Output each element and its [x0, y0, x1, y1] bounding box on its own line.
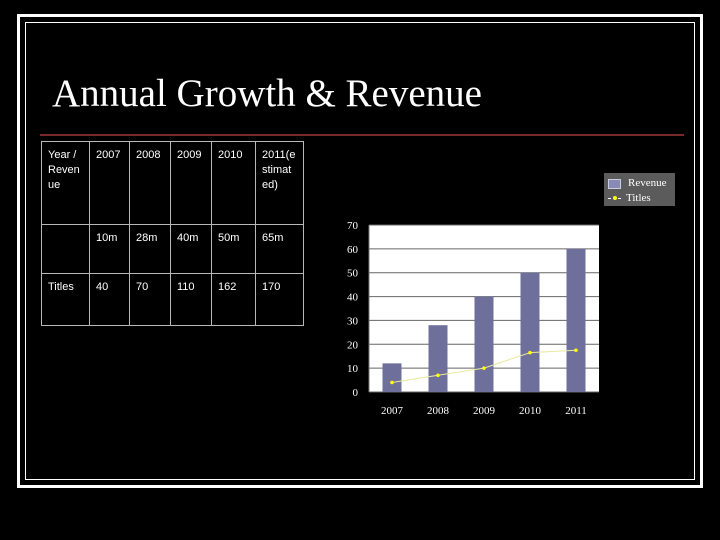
table-cell: 65m	[255, 224, 304, 274]
x-tick-label: 2010	[519, 405, 542, 417]
slide-inner-frame	[25, 22, 695, 480]
titles-point	[528, 350, 532, 355]
table-cell: 170	[255, 273, 304, 326]
table-cell: 2010	[211, 141, 256, 225]
table-cell: 162	[211, 273, 256, 326]
table-cell: Year /Revenue	[41, 141, 90, 225]
slide-outer-frame	[17, 14, 703, 488]
table-cell: 110	[170, 273, 212, 326]
table-cell: 40m	[170, 224, 212, 274]
titles-point	[482, 366, 486, 370]
y-tick-label: 40	[347, 292, 359, 304]
y-tick-label: 10	[347, 363, 359, 375]
data-table: Year /Revenue 2007 2008 2009 2010 2011(e…	[41, 141, 304, 326]
titles-point	[390, 380, 394, 385]
table-cell: 2009	[170, 141, 212, 225]
y-tick-label: 60	[347, 244, 359, 256]
titles-point	[436, 373, 440, 378]
y-tick-label: 50	[347, 268, 359, 280]
legend-item-titles: Titles	[608, 193, 651, 204]
titles-line-swatch	[608, 196, 621, 200]
table-row: Year /Revenue 2007 2008 2009 2010 2011(e…	[41, 141, 304, 225]
title-divider	[40, 134, 684, 136]
table-cell: 2011(estimated)	[255, 141, 304, 225]
table-row: 10m 28m 40m 50m 65m	[41, 224, 304, 274]
x-tick-label: 2008	[427, 405, 450, 417]
table-row: Titles 40 70 110 162 170	[41, 273, 304, 326]
slide-title: Annual Growth & Revenue	[52, 72, 482, 115]
revenue-bar-swatch	[608, 178, 621, 189]
titles-point	[574, 348, 578, 353]
legend-item-revenue: Revenue	[608, 178, 666, 189]
y-tick-label: 0	[353, 387, 359, 399]
y-tick-label: 20	[347, 339, 359, 351]
table-cell: 2007	[89, 141, 130, 225]
y-tick-label: 70	[347, 220, 359, 232]
revenue-bar	[474, 296, 494, 392]
revenue-bar	[566, 248, 586, 392]
revenue-bar	[520, 272, 540, 392]
table-cell: 40	[89, 273, 130, 326]
chart-legend: Revenue Titles	[604, 173, 675, 206]
x-tick-label: 2011	[565, 405, 587, 417]
legend-label-titles: Titles	[626, 192, 651, 204]
y-tick-label: 30	[347, 315, 359, 327]
legend-label-revenue: Revenue	[628, 177, 667, 189]
table-cell: 50m	[211, 224, 256, 274]
revenue-bar	[382, 363, 402, 392]
revenue-bar	[428, 325, 448, 392]
x-tick-label: 2009	[473, 405, 496, 417]
x-tick-label: 2007	[381, 405, 404, 417]
